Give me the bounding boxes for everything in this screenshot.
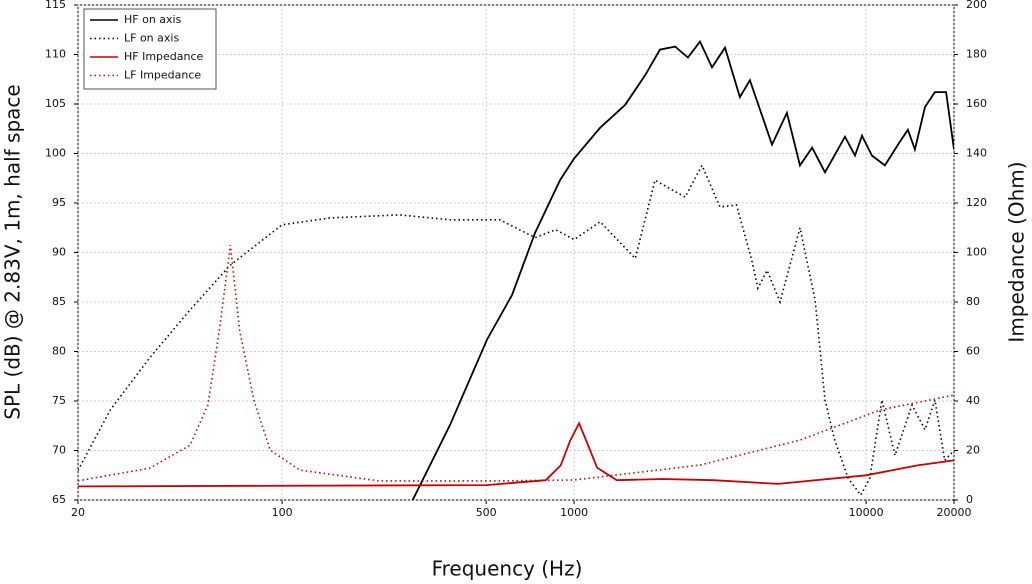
y-tick-label: 65: [52, 493, 66, 506]
x-tick-label: 500: [476, 506, 497, 519]
x-tick-label: 10000: [849, 506, 884, 519]
y-tick-label: 95: [52, 196, 66, 209]
y2-tick-label: 60: [966, 345, 980, 358]
series-layer: [78, 39, 954, 500]
y-tick-label: 70: [52, 444, 66, 457]
y2-axis-title: Impedance (Ohm): [1005, 161, 1029, 342]
y2-tick-label: 140: [966, 147, 987, 160]
y2-tick-label: 200: [966, 0, 987, 11]
series-line: [78, 163, 954, 497]
y2-tick-label: 180: [966, 48, 987, 61]
y2-tick-label: 0: [966, 493, 973, 506]
y2-tick-label: 100: [966, 246, 987, 259]
y-tick-label: 115: [45, 0, 66, 11]
legend-label: HF on axis: [124, 13, 182, 26]
y-tick-label: 80: [52, 345, 66, 358]
y-tick-label: 85: [52, 295, 66, 308]
legend-box: [83, 8, 217, 90]
y2-tick-label: 80: [966, 295, 980, 308]
x-tick-label: 1000: [560, 506, 588, 519]
y2-tick-label: 160: [966, 97, 987, 110]
series-line: [78, 421, 954, 488]
series-line: [411, 39, 954, 500]
y-tick-label: 90: [52, 246, 66, 259]
y2-tick-label: 120: [966, 196, 987, 209]
x-axis-title: Frequency (Hz): [432, 557, 583, 581]
y-tick-label: 75: [52, 394, 66, 407]
legend-label: LF Impedance: [124, 69, 201, 82]
y-axis-title: SPL (dB) @ 2.83V, 1m, half space: [1, 84, 25, 419]
legend-label: LF on axis: [124, 32, 179, 45]
y-tick-label: 110: [45, 48, 66, 61]
legend-label: HF Impedance: [124, 50, 204, 63]
x-tick-label: 20000: [937, 506, 972, 519]
y2-tick-label: 20: [966, 444, 980, 457]
y2-tick-label: 40: [966, 394, 980, 407]
series-line: [78, 244, 954, 482]
x-tick-label: 100: [272, 506, 293, 519]
y-tick-label: 105: [45, 97, 66, 110]
y-tick-label: 100: [45, 147, 66, 160]
x-tick-label: 20: [71, 506, 85, 519]
